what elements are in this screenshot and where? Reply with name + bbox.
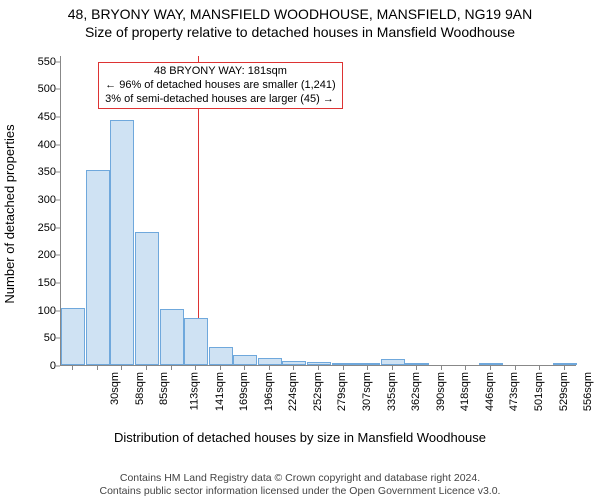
annotation-box: 48 BRYONY WAY: 181sqm ← 96% of detached … (98, 62, 343, 109)
y-tick-mark (56, 366, 60, 367)
y-tick-label: 500 (16, 83, 56, 95)
histogram-bar (258, 358, 282, 365)
y-tick-label: 50 (16, 332, 56, 344)
x-tick-label: 224sqm (287, 372, 299, 411)
histogram-bar (553, 363, 577, 365)
x-tick-mark (515, 366, 516, 370)
footer-line1: Contains HM Land Registry data © Crown c… (0, 472, 600, 485)
x-tick-label: 113sqm (188, 372, 200, 410)
footer-attribution: Contains HM Land Registry data © Crown c… (0, 472, 600, 498)
x-tick-mark (97, 366, 98, 370)
y-tick-label: 450 (16, 111, 56, 123)
title-subtitle: Size of property relative to detached ho… (0, 22, 600, 40)
x-tick-mark (318, 366, 319, 370)
y-tick-label: 100 (16, 305, 56, 317)
histogram-bar (381, 359, 405, 365)
x-tick-mark (171, 366, 172, 370)
x-tick-label: 501sqm (533, 372, 545, 411)
x-tick-label: 85sqm (158, 372, 170, 405)
x-tick-mark (343, 366, 344, 370)
y-tick-mark (56, 199, 60, 200)
histogram-chart: Number of detached properties 48 BRYONY … (0, 44, 600, 444)
x-tick-mark (220, 366, 221, 370)
title-address: 48, BRYONY WAY, MANSFIELD WOODHOUSE, MAN… (0, 0, 600, 22)
x-tick-mark (121, 366, 122, 370)
x-tick-label: 335sqm (386, 372, 398, 411)
x-tick-label: 279sqm (337, 372, 349, 411)
y-tick-mark (56, 310, 60, 311)
histogram-bar (86, 170, 110, 365)
annotation-line3: 3% of semi-detached houses are larger (4… (105, 93, 336, 107)
y-axis-label: Number of detached properties (2, 124, 17, 303)
x-tick-label: 252sqm (312, 372, 324, 411)
x-tick-mark (269, 366, 270, 370)
x-tick-mark (441, 366, 442, 370)
y-tick-mark (56, 282, 60, 283)
x-tick-mark (392, 366, 393, 370)
histogram-bar (233, 355, 257, 365)
y-tick-mark (56, 227, 60, 228)
x-tick-label: 30sqm (109, 372, 121, 405)
x-tick-label: 362sqm (410, 372, 422, 411)
x-tick-mark (539, 366, 540, 370)
x-tick-label: 446sqm (484, 372, 496, 411)
footer-line2: Contains public sector information licen… (0, 485, 600, 498)
y-tick-mark (56, 116, 60, 117)
histogram-bar (61, 308, 85, 365)
y-tick-label: 350 (16, 166, 56, 178)
x-tick-label: 473sqm (509, 372, 521, 411)
y-tick-mark (56, 61, 60, 62)
x-tick-mark (416, 366, 417, 370)
x-tick-container: 30sqm 58sqm 85sqm 113sqm 141sqm 169sqm 196sqm 2… (60, 368, 576, 426)
x-tick-label: 418sqm (459, 372, 471, 411)
x-tick-label: 141sqm (214, 372, 226, 411)
y-tick-mark (56, 338, 60, 339)
y-tick-label: 0 (16, 360, 56, 372)
histogram-bar (332, 363, 356, 365)
x-tick-label: 169sqm (238, 372, 250, 411)
x-tick-label: 307sqm (361, 372, 373, 411)
x-tick-label: 196sqm (263, 372, 275, 411)
x-tick-mark (490, 366, 491, 370)
annotation-line1: 48 BRYONY WAY: 181sqm (105, 65, 336, 79)
histogram-bar (110, 120, 134, 365)
x-tick-mark (244, 366, 245, 370)
x-tick-label: 529sqm (558, 372, 570, 411)
histogram-bar (356, 363, 380, 365)
y-tick-label: 150 (16, 277, 56, 289)
x-tick-mark (146, 366, 147, 370)
y-tick-label: 300 (16, 194, 56, 206)
y-tick-mark (56, 89, 60, 90)
histogram-bar (209, 347, 233, 365)
x-tick-mark (367, 366, 368, 370)
histogram-bar (405, 363, 429, 365)
x-tick-mark (72, 366, 73, 370)
y-tick-label: 200 (16, 249, 56, 261)
histogram-bar (135, 232, 159, 365)
x-tick-label: 58sqm (134, 372, 146, 405)
histogram-bar (282, 361, 306, 365)
y-tick-label: 550 (16, 56, 56, 68)
histogram-bar (307, 362, 331, 365)
annotation-line2: ← 96% of detached houses are smaller (1,… (105, 79, 336, 93)
y-tick-label: 400 (16, 139, 56, 151)
x-tick-mark (195, 366, 196, 370)
x-tick-mark (564, 366, 565, 370)
histogram-bar (479, 363, 503, 365)
x-tick-label: 390sqm (435, 372, 447, 411)
x-axis-label: Distribution of detached houses by size … (0, 430, 600, 445)
y-tick-label: 250 (16, 222, 56, 234)
x-tick-mark (293, 366, 294, 370)
histogram-bar (160, 309, 184, 365)
y-tick-mark (56, 144, 60, 145)
histogram-bar (184, 318, 208, 365)
y-tick-mark (56, 172, 60, 173)
y-tick-mark (56, 255, 60, 256)
x-tick-mark (465, 366, 466, 370)
x-tick-label: 556sqm (582, 372, 594, 411)
plot-area: 48 BRYONY WAY: 181sqm ← 96% of detached … (60, 56, 576, 366)
